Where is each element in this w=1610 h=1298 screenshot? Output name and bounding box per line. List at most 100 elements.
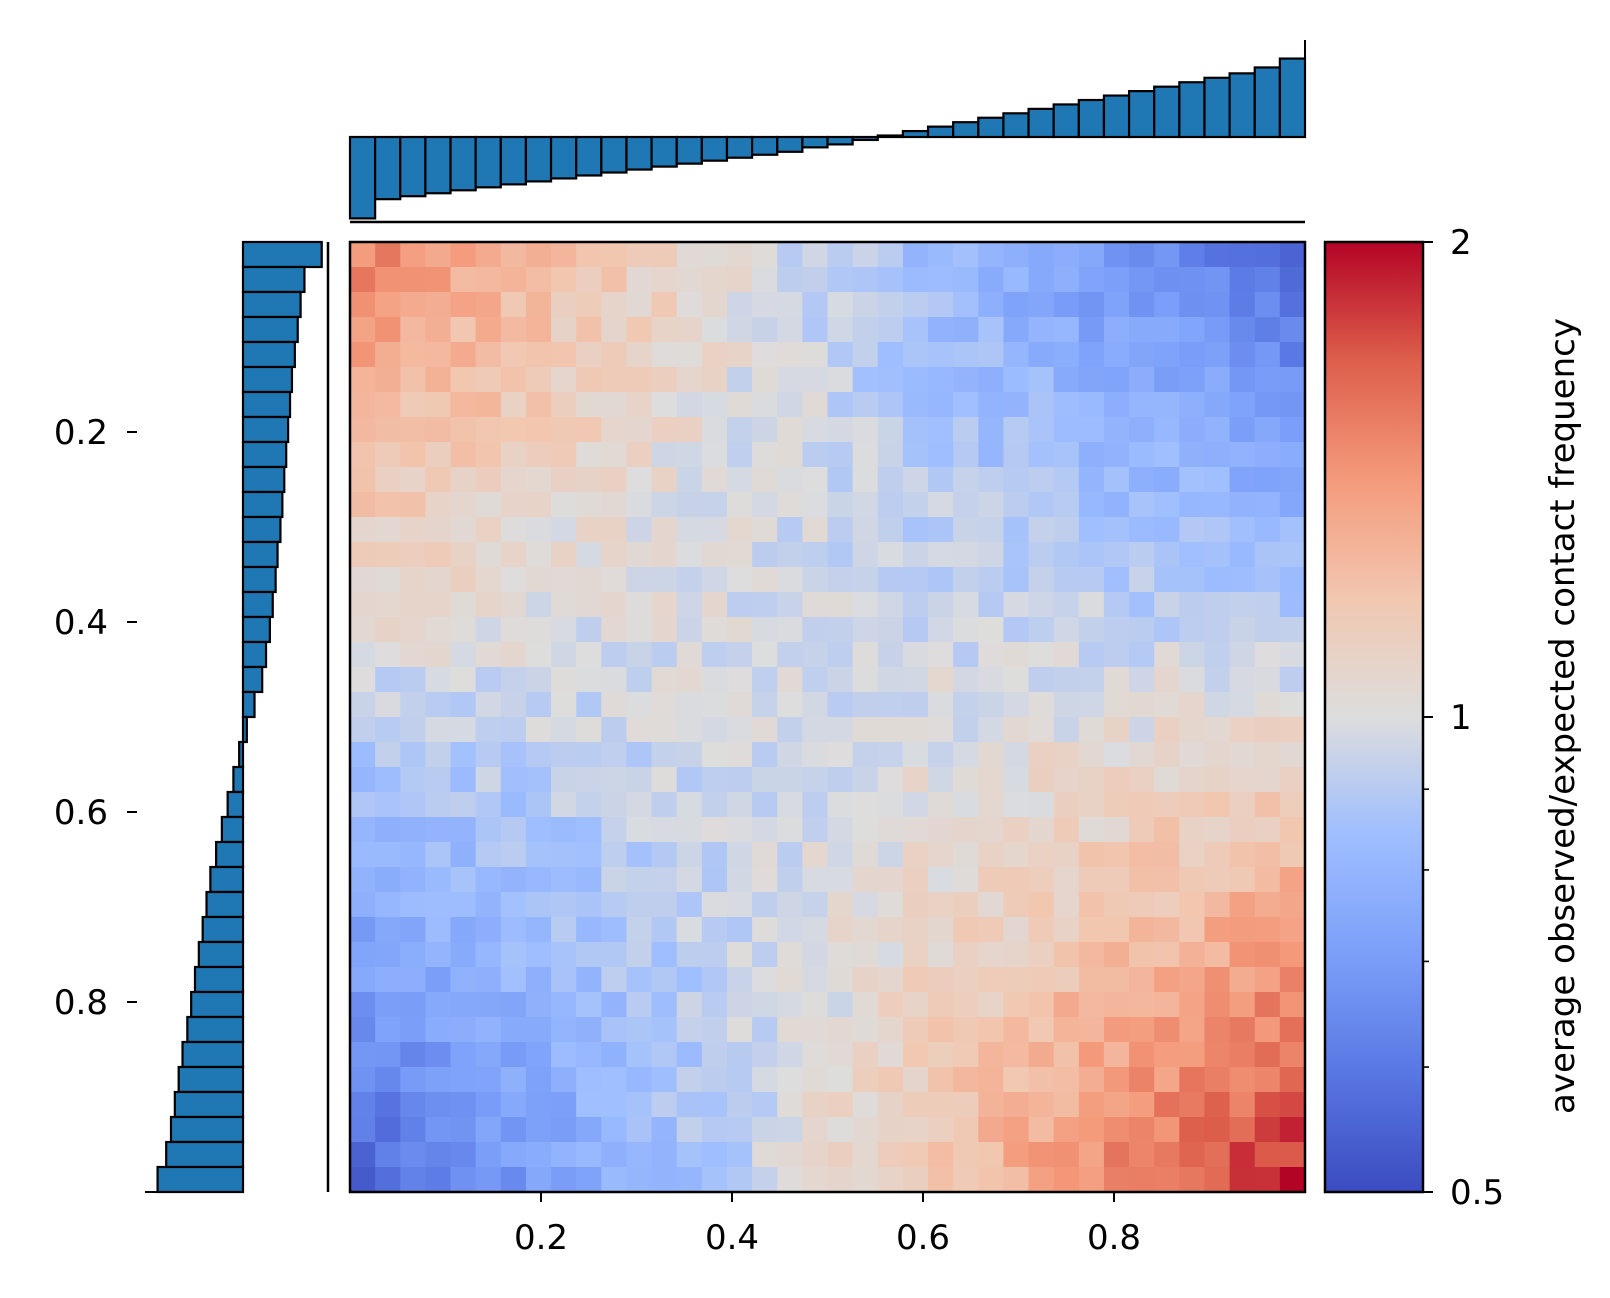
- heatmap-cell: [1229, 1167, 1256, 1193]
- heatmap-cell: [576, 992, 602, 1018]
- heatmap-cell: [475, 642, 502, 668]
- heatmap-cell: [375, 717, 401, 743]
- heatmap-cell: [1179, 517, 1206, 543]
- heatmap-cell: [375, 317, 401, 343]
- heatmap-cell: [902, 692, 929, 718]
- heatmap-cell: [551, 1092, 577, 1118]
- left-marginal-bar: [215, 840, 245, 869]
- heatmap-cell: [626, 242, 653, 268]
- heatmap-cell: [852, 717, 879, 743]
- heatmap-cell: [1154, 592, 1180, 618]
- heatmap-cell: [978, 567, 1005, 593]
- heatmap-cell: [827, 1142, 854, 1168]
- heatmap-cell: [1103, 717, 1130, 743]
- heatmap-cell: [551, 517, 577, 543]
- heatmap-cell: [1279, 842, 1306, 868]
- heatmap-cell: [1229, 567, 1256, 593]
- heatmap-cell: [651, 667, 678, 693]
- heatmap-cell: [852, 642, 879, 668]
- heatmap-cell: [1053, 292, 1080, 318]
- left-marginal-bar: [241, 690, 256, 719]
- heatmap-cell: [726, 567, 753, 593]
- heatmap-cell: [802, 1167, 829, 1193]
- heatmap-cell: [1028, 742, 1055, 768]
- heatmap-cell: [400, 392, 426, 418]
- heatmap-cell: [626, 1042, 653, 1068]
- heatmap-cell: [877, 842, 904, 868]
- heatmap-cell: [525, 792, 552, 818]
- heatmap-cell: [752, 692, 778, 718]
- heatmap-cell: [475, 817, 502, 843]
- heatmap-cell: [1003, 517, 1030, 543]
- heatmap-cell: [450, 1042, 477, 1068]
- heatmap-cell: [1028, 992, 1055, 1018]
- heatmap-cell: [601, 942, 628, 968]
- heatmap-cell: [726, 967, 753, 993]
- heatmap-cell: [651, 292, 678, 318]
- heatmap-cell: [425, 1117, 452, 1143]
- heatmap-cell: [752, 592, 778, 618]
- heatmap-cell: [726, 242, 753, 268]
- heatmap-cell: [1129, 342, 1155, 368]
- heatmap-cell: [1204, 667, 1231, 693]
- heatmap-cell: [475, 317, 502, 343]
- heatmap-cell: [651, 442, 678, 468]
- heatmap-cell: [551, 267, 577, 293]
- heatmap-cell: [978, 992, 1005, 1018]
- heatmap-cell: [1103, 1042, 1130, 1068]
- heatmap-cell: [701, 992, 728, 1018]
- heatmap-cell: [802, 517, 829, 543]
- heatmap-cell: [551, 967, 577, 993]
- heatmap-cell: [500, 517, 527, 543]
- heatmap-cell: [1103, 1067, 1130, 1093]
- heatmap-cell: [676, 742, 703, 768]
- heatmap-cell: [852, 242, 879, 268]
- heatmap-cell: [626, 942, 653, 968]
- heatmap-cell: [450, 992, 477, 1018]
- heatmap-cell: [601, 267, 628, 293]
- heatmap-cell: [1103, 792, 1130, 818]
- heatmap-cell: [525, 367, 552, 393]
- heatmap-cell: [500, 467, 527, 493]
- heatmap-cell: [1254, 692, 1281, 718]
- heatmap-cell: [953, 467, 979, 493]
- heatmap-cell: [350, 567, 376, 593]
- top-marginal-bar: [424, 135, 452, 195]
- heatmap-cell: [1129, 367, 1155, 393]
- heatmap-cell: [475, 517, 502, 543]
- heatmap-cell: [1129, 892, 1155, 918]
- heatmap-cell: [601, 642, 628, 668]
- heatmap-cell: [902, 367, 929, 393]
- heatmap-cell: [400, 867, 426, 893]
- heatmap-cell: [475, 667, 502, 693]
- heatmap-cell: [576, 817, 602, 843]
- heatmap-cell: [1053, 617, 1080, 643]
- heatmap-cell: [802, 692, 829, 718]
- heatmap-cell: [400, 1117, 426, 1143]
- heatmap-cell: [601, 1167, 628, 1193]
- heatmap-cell: [877, 317, 904, 343]
- heatmap-cell: [525, 692, 552, 718]
- heatmap-cell: [953, 567, 979, 593]
- heatmap-cell: [601, 867, 628, 893]
- heatmap-cell: [752, 1042, 778, 1068]
- top-marginal-bar: [1077, 98, 1106, 139]
- left-marginal-bar: [241, 715, 248, 744]
- left-marginal-bar: [241, 290, 302, 319]
- heatmap-cell: [626, 967, 653, 993]
- heatmap-cell: [1204, 542, 1231, 568]
- heatmap-cell: [752, 917, 778, 943]
- heatmap-cell: [902, 1017, 929, 1043]
- heatmap-cell: [601, 617, 628, 643]
- heatmap-cell: [928, 1067, 954, 1093]
- top-marginal-bar: [575, 135, 603, 177]
- heatmap-cell: [802, 542, 829, 568]
- heatmap-cell: [777, 567, 803, 593]
- heatmap-cell: [1154, 1067, 1180, 1093]
- top-marginal-bar: [549, 135, 578, 180]
- heatmap-cell: [1028, 492, 1055, 518]
- top-marginal-bar: [374, 135, 402, 201]
- heatmap-cell: [450, 292, 477, 318]
- heatmap-cell: [651, 542, 678, 568]
- heatmap-cell: [1129, 1092, 1155, 1118]
